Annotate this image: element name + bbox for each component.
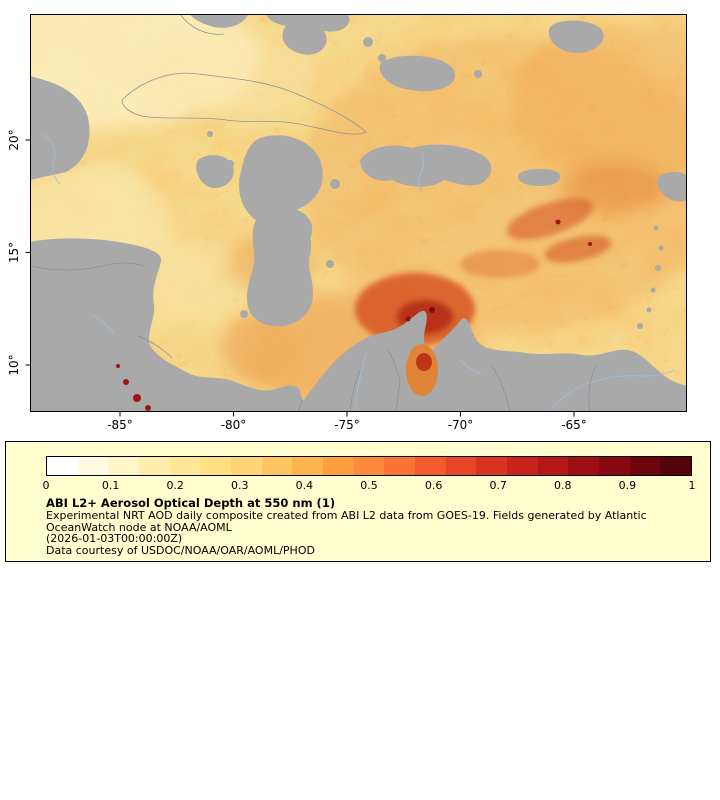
- legend-timestamp: (2026-01-03T00:00:00Z): [46, 532, 183, 546]
- x-tick-label: -70°: [448, 418, 474, 432]
- map-figure: -85° -80° -75° -70° -65° 20° 15° 10°: [7, 14, 687, 432]
- colorbar-segment: [292, 457, 324, 475]
- colorbar-segment: [629, 457, 661, 475]
- colorbar-segment: [200, 457, 232, 475]
- colorbar-tick-label: 0.2: [166, 479, 184, 492]
- legend-courtesy-line: Data courtesy of USDOC/NOAA/OAR/AOML/PHO…: [46, 543, 315, 557]
- legend-description-line: Experimental NRT AOD daily composite cre…: [46, 509, 647, 522]
- map-svg: -85° -80° -75° -70° -65° 20° 15° 10°: [7, 14, 687, 432]
- colorbar: [46, 456, 692, 476]
- colorbar-tick-label: 0: [42, 479, 50, 492]
- aod-hotspots: [355, 198, 612, 345]
- colorbar-segment: [139, 457, 170, 475]
- colorbar-segment: [660, 457, 691, 475]
- colorbar-segment: [507, 457, 538, 475]
- colorbar-segment: [261, 457, 293, 475]
- country-borders: [30, 262, 597, 412]
- coastlines: [121, 14, 367, 135]
- colorbar-tick-label: 0.5: [360, 479, 378, 492]
- colorbar-segment: [108, 457, 140, 475]
- x-tick-label: -85°: [107, 418, 133, 432]
- legend-title: ABI L2+ Aerosol Optical Depth at 550 nm …: [46, 496, 336, 510]
- rivers: [43, 133, 675, 412]
- colorbar-segment: [353, 457, 385, 475]
- land-shapes: [30, 14, 687, 412]
- legend-text: ABI L2+ Aerosol Optical Depth at 550 nm …: [46, 497, 700, 556]
- lake-maracaibo: [406, 344, 438, 396]
- map-frame: [30, 14, 687, 412]
- colorbar-segment: [445, 457, 477, 475]
- colorbar-tick-label: 0.8: [554, 479, 572, 492]
- colorbar-tick-label: 0.9: [618, 479, 637, 492]
- colorbar-segment: [415, 457, 446, 475]
- colorbar-segment: [47, 457, 78, 475]
- y-tick-label: 10°: [7, 354, 21, 375]
- x-tick-label: -75°: [334, 418, 360, 432]
- colorbar-ticks: 0 0.1 0.2 0.3 0.4 0.5 0.6 0.7 0.8 0.9 1: [42, 479, 696, 493]
- aod-speckles: [116, 219, 592, 411]
- colorbar-tick-label: 0.4: [295, 479, 314, 492]
- y-tick-label: 15°: [7, 242, 21, 263]
- colorbar-tick-label: 0.1: [101, 479, 120, 492]
- colorbar-tick-label: 0.3: [231, 479, 249, 492]
- legend-description-line: OceanWatch node at NOAA/AOML: [46, 520, 232, 534]
- colorbar-segment: [476, 457, 508, 475]
- colorbar-segment: [323, 457, 354, 475]
- colorbar-segment: [77, 457, 109, 475]
- colorbar-tick-label: 0.6: [424, 479, 443, 492]
- colorbar-segment: [384, 457, 416, 475]
- y-axis: 20° 15° 10°: [7, 129, 30, 376]
- colorbar-segment: [169, 457, 201, 475]
- colorbar-segment: [231, 457, 262, 475]
- x-axis: -85° -80° -75° -70° -65°: [107, 412, 587, 432]
- y-tick-label: 20°: [7, 129, 21, 150]
- colorbar-tick-label: 1: [688, 479, 696, 492]
- x-tick-label: -65°: [561, 418, 587, 432]
- legend-panel: 0 0.1 0.2 0.3 0.4 0.5 0.6 0.7 0.8 0.9 1 ABI L2+ Ae…: [5, 441, 711, 562]
- map-plot: [30, 14, 687, 412]
- x-tick-label: -80°: [221, 418, 247, 432]
- colorbar-segment: [537, 457, 569, 475]
- colorbar-tick-label: 0.7: [489, 479, 507, 492]
- colorbar-segment: [599, 457, 630, 475]
- colorbar-segment: [568, 457, 600, 475]
